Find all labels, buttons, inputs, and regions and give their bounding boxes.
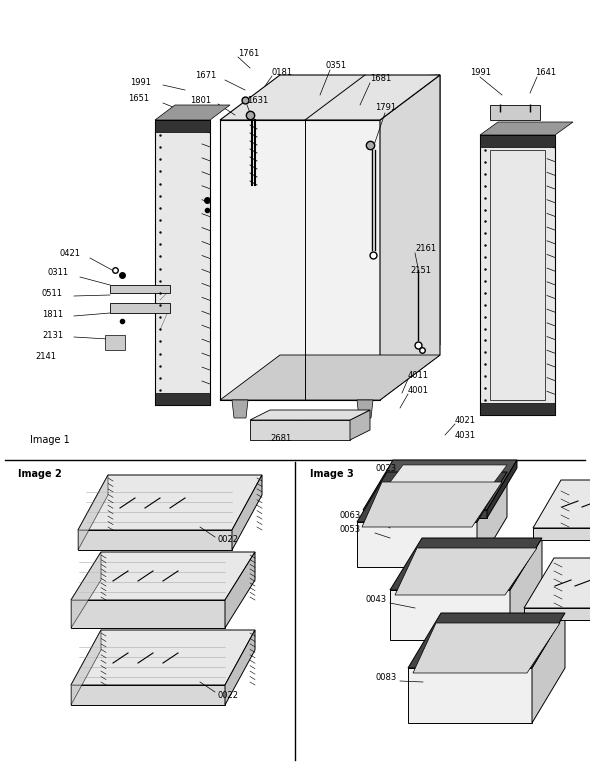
Polygon shape bbox=[71, 552, 101, 628]
Text: 4001: 4001 bbox=[408, 386, 429, 395]
Polygon shape bbox=[480, 403, 555, 415]
Text: 1671: 1671 bbox=[195, 70, 217, 80]
Polygon shape bbox=[480, 135, 555, 147]
Polygon shape bbox=[225, 630, 255, 705]
Text: 1801: 1801 bbox=[190, 96, 211, 105]
Polygon shape bbox=[408, 613, 565, 668]
Polygon shape bbox=[524, 608, 590, 620]
Polygon shape bbox=[78, 475, 262, 530]
Polygon shape bbox=[71, 552, 255, 600]
Text: 1991: 1991 bbox=[130, 77, 151, 86]
Polygon shape bbox=[533, 528, 590, 540]
Polygon shape bbox=[477, 472, 507, 567]
Polygon shape bbox=[413, 623, 560, 673]
Text: 4031: 4031 bbox=[455, 431, 476, 440]
Polygon shape bbox=[155, 105, 230, 120]
Polygon shape bbox=[155, 120, 210, 405]
Text: 0311: 0311 bbox=[48, 268, 69, 276]
Text: 0022: 0022 bbox=[218, 691, 239, 699]
Text: 1761: 1761 bbox=[238, 48, 259, 57]
Text: 1631: 1631 bbox=[247, 96, 268, 105]
Polygon shape bbox=[71, 630, 101, 705]
Text: 0053: 0053 bbox=[340, 526, 361, 535]
Polygon shape bbox=[362, 482, 502, 527]
Polygon shape bbox=[225, 552, 255, 628]
Polygon shape bbox=[71, 630, 255, 685]
Text: 2681: 2681 bbox=[270, 434, 291, 442]
Polygon shape bbox=[380, 75, 440, 400]
Text: 2141: 2141 bbox=[35, 351, 56, 360]
Polygon shape bbox=[78, 475, 108, 550]
Polygon shape bbox=[390, 590, 510, 640]
Polygon shape bbox=[357, 522, 477, 567]
Polygon shape bbox=[363, 510, 487, 518]
Text: 1651: 1651 bbox=[128, 93, 149, 103]
Text: 4021: 4021 bbox=[455, 415, 476, 425]
Polygon shape bbox=[524, 558, 590, 608]
Polygon shape bbox=[232, 475, 262, 550]
Polygon shape bbox=[395, 548, 537, 595]
Polygon shape bbox=[363, 460, 517, 510]
Text: 1991: 1991 bbox=[470, 67, 491, 76]
Polygon shape bbox=[155, 120, 210, 132]
Polygon shape bbox=[220, 75, 440, 120]
Text: 0063: 0063 bbox=[340, 510, 361, 519]
Polygon shape bbox=[110, 285, 170, 293]
Text: 0351: 0351 bbox=[325, 60, 346, 70]
Polygon shape bbox=[357, 472, 507, 522]
Text: 0181: 0181 bbox=[272, 67, 293, 76]
Polygon shape bbox=[250, 420, 350, 440]
Polygon shape bbox=[490, 105, 540, 120]
Text: 2151: 2151 bbox=[410, 265, 431, 275]
Text: Image 3: Image 3 bbox=[310, 469, 354, 479]
Polygon shape bbox=[480, 135, 555, 415]
Polygon shape bbox=[155, 393, 210, 405]
Text: 1681: 1681 bbox=[370, 73, 391, 83]
Polygon shape bbox=[78, 530, 232, 550]
Polygon shape bbox=[373, 465, 507, 505]
Polygon shape bbox=[71, 685, 225, 705]
Polygon shape bbox=[510, 538, 542, 640]
Polygon shape bbox=[250, 410, 370, 420]
Text: 0083: 0083 bbox=[375, 673, 396, 682]
Polygon shape bbox=[290, 75, 440, 345]
Polygon shape bbox=[220, 355, 440, 400]
Polygon shape bbox=[532, 613, 565, 723]
Polygon shape bbox=[408, 668, 532, 723]
Polygon shape bbox=[71, 600, 225, 628]
Text: 0022: 0022 bbox=[218, 536, 239, 545]
Text: 1641: 1641 bbox=[535, 67, 556, 76]
Polygon shape bbox=[357, 400, 373, 418]
Text: 0043: 0043 bbox=[365, 595, 386, 604]
Polygon shape bbox=[105, 335, 125, 350]
Text: 4011: 4011 bbox=[408, 370, 429, 379]
Text: 2161: 2161 bbox=[415, 243, 436, 252]
Text: Image 1: Image 1 bbox=[30, 435, 70, 445]
Polygon shape bbox=[480, 122, 573, 135]
Polygon shape bbox=[533, 480, 590, 528]
Polygon shape bbox=[110, 303, 170, 313]
Polygon shape bbox=[220, 120, 380, 400]
Text: 0511: 0511 bbox=[42, 288, 63, 298]
Text: Image 2: Image 2 bbox=[18, 469, 62, 479]
Polygon shape bbox=[390, 538, 542, 590]
Text: 0421: 0421 bbox=[60, 249, 81, 258]
Polygon shape bbox=[487, 460, 517, 518]
Text: 1811: 1811 bbox=[42, 310, 63, 318]
Text: 2131: 2131 bbox=[42, 330, 63, 340]
Polygon shape bbox=[232, 400, 248, 418]
Polygon shape bbox=[350, 410, 370, 440]
Text: 1791: 1791 bbox=[375, 103, 396, 112]
Text: 0023: 0023 bbox=[375, 464, 396, 473]
